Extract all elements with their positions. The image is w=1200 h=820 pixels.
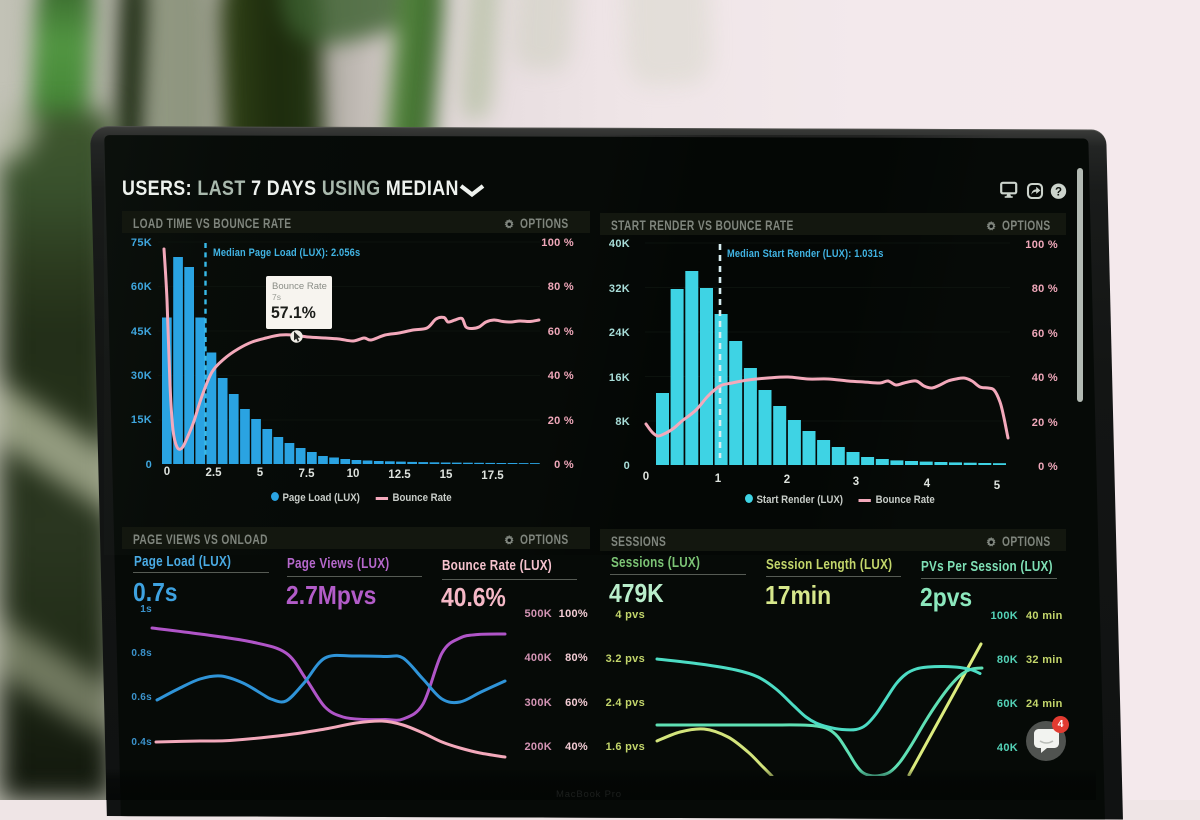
svg-text:?: ?: [1055, 187, 1062, 199]
